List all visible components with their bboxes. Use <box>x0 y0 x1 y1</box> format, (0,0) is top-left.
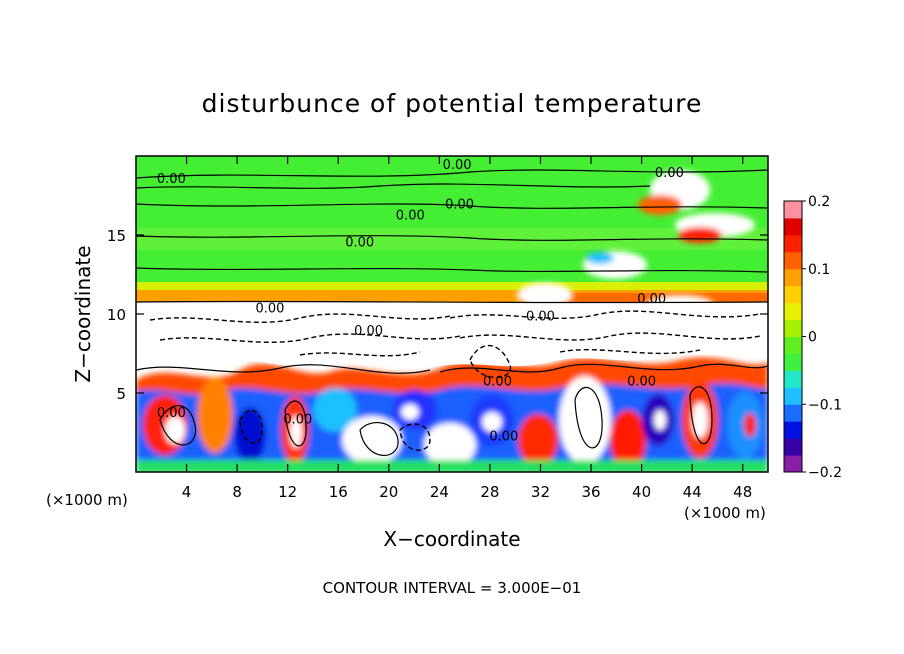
contour-label: 0.00 <box>157 172 186 187</box>
colorbar-tick-label: −0.1 <box>808 397 842 413</box>
x-tick-label: 44 <box>683 483 702 501</box>
colorbar-tick-label: 0.1 <box>808 262 830 278</box>
colorbar-swatch <box>784 353 802 371</box>
colorbar-swatch <box>784 438 802 456</box>
contour-label: 0.00 <box>283 412 312 427</box>
x-tick-label: 48 <box>733 483 752 501</box>
contour-label: 0.00 <box>483 374 512 389</box>
colorbar-swatch <box>784 285 802 304</box>
colorbar-swatch <box>784 217 802 236</box>
contour-label: 0.00 <box>489 430 518 445</box>
contour-label: 0.00 <box>396 208 425 223</box>
y-tick-label: 5 <box>116 385 126 403</box>
x-tick-label: 40 <box>632 483 651 501</box>
colorbar-swatch <box>784 455 802 473</box>
contour-label: 0.00 <box>157 406 186 421</box>
contour-label: 0.00 <box>256 302 285 317</box>
colorbar-swatch <box>784 319 802 337</box>
x-unit-label: (×1000 m) <box>684 504 766 522</box>
colorbar-swatch <box>784 251 802 270</box>
x-tick-label: 36 <box>581 483 600 501</box>
colorbar-swatch <box>784 268 802 287</box>
contour-label: 0.00 <box>637 292 666 307</box>
contour-label: 0.00 <box>655 166 684 181</box>
x-tick-label: 28 <box>480 483 499 501</box>
contour-label: 0.00 <box>526 310 555 325</box>
colorbar-swatch <box>784 336 802 354</box>
colorbar: 0.2 0.1 0 −0.1 −0.2 <box>783 194 842 481</box>
y-unit-label: (×1000 m) <box>46 491 128 509</box>
x-tick-label: 32 <box>531 483 550 501</box>
x-tick-label: 8 <box>232 483 242 501</box>
x-axis: 4 8 12 16 20 24 28 32 36 40 44 48 <box>182 156 752 501</box>
contour-label: 0.00 <box>627 374 656 389</box>
x-tick-label: 20 <box>379 483 398 501</box>
y-tick-label: 10 <box>107 306 126 324</box>
contour-labels: 0.00 0.00 0.00 0.00 0.00 0.00 0.00 0.00 0.00 0.00… <box>157 158 684 445</box>
contour-interval-note: CONTOUR INTERVAL = 3.000E−01 <box>323 579 582 597</box>
y-tick-label: 15 <box>107 227 126 245</box>
x-tick-label: 12 <box>278 483 297 501</box>
colorbar-swatch <box>784 234 802 253</box>
chart-title: disturbunce of potential temperature <box>202 89 703 118</box>
y-axis: 5 10 15 <box>107 227 768 403</box>
colorbar-tick-label: 0 <box>808 330 817 346</box>
contour-label: 0.00 <box>443 158 472 173</box>
x-tick-label: 16 <box>329 483 348 501</box>
colorbar-swatch <box>784 404 802 422</box>
colorbar-tick-label: 0.2 <box>808 194 830 210</box>
x-tick-label: 4 <box>182 483 192 501</box>
colorbar-swatch <box>784 370 802 388</box>
colorbar-swatch <box>784 387 802 405</box>
colorbar-swatch <box>784 421 802 439</box>
x-axis-label: X−coordinate <box>383 527 520 551</box>
contour-label: 0.00 <box>445 197 474 212</box>
x-tick-label: 24 <box>430 483 449 501</box>
contour-label: 0.00 <box>345 235 374 250</box>
heatmap-field <box>136 156 768 472</box>
colorbar-tick-label: −0.2 <box>808 465 842 481</box>
contour-label: 0.00 <box>354 324 383 339</box>
colorbar-swatch <box>784 302 802 321</box>
colorbar-swatch <box>784 201 802 219</box>
y-axis-label: Z−coordinate <box>71 245 95 382</box>
